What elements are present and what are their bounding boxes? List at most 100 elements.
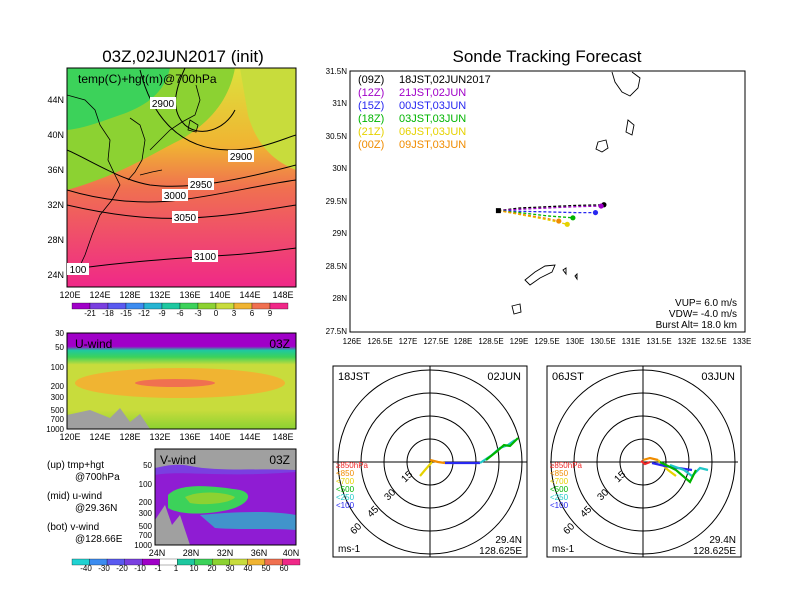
lon-label: 127.5E <box>423 337 448 346</box>
contour-label: 2950 <box>190 180 213 191</box>
legend-time: 00JST,03JUN <box>399 100 466 112</box>
hodo-left-date: 02JUN <box>487 371 521 383</box>
lon-label: 130.5E <box>590 337 615 346</box>
colorbar-tick: -30 <box>98 564 110 573</box>
lon-label: 131E <box>622 337 641 346</box>
lon-label: 144E <box>239 432 260 442</box>
pressure-label: 700 <box>139 531 153 540</box>
pressure-label: 200 <box>139 498 153 507</box>
vwind-panel: V-wind 03Z 50 100 200 300 500 700 1000 2… <box>134 448 299 558</box>
uwind-terrain <box>67 408 150 429</box>
lat-label: 29.5N <box>326 197 348 206</box>
lat-label: 24N <box>47 270 64 280</box>
uwind-time: 03Z <box>269 337 290 351</box>
tracking-frame <box>349 70 746 333</box>
pressure-label: 30 <box>55 329 64 338</box>
lon-label: 140E <box>209 432 230 442</box>
colorbar-tick: -18 <box>102 309 114 318</box>
track-endpoint <box>570 215 576 221</box>
lat-label: 36N <box>47 165 64 175</box>
colorbar-tick: 40 <box>244 564 253 573</box>
hodo-left-levels: ≥850hPa <850 <700 <500 <250 <100 <box>336 461 369 510</box>
vwind-terrain <box>155 505 190 545</box>
legend-time: 03JST,03JUN <box>399 113 466 125</box>
lat-label: 31N <box>332 99 347 108</box>
lon-label: 136E <box>179 432 200 442</box>
lon-label: 129E <box>510 337 529 346</box>
lon-label: 132E <box>678 337 697 346</box>
lon-label: 133E <box>733 337 752 346</box>
wind-colorbar <box>71 558 301 566</box>
coastlines <box>67 84 201 271</box>
lon-label: 120E <box>59 290 80 300</box>
track-endpoint <box>564 221 570 227</box>
hodo-left-unit: ms-1 <box>338 544 361 555</box>
panel-notes: (up) tmp+hgt @700hPa (mid) u-wind @29.36… <box>47 460 123 545</box>
colorbar-tick: 9 <box>268 309 273 318</box>
note-line: (bot) v-wind <box>47 522 99 533</box>
note-line: @700hPa <box>75 472 120 483</box>
colorbar-tick: 50 <box>262 564 271 573</box>
tracking-map: 31.5N 31N 30.5N 30N 29.5N 29N 28.5N 28N … <box>326 67 752 346</box>
lat-label: 30.5N <box>326 132 348 141</box>
vwind-grey-top <box>155 449 296 470</box>
hodo-right-lon: 128.625E <box>693 546 736 557</box>
hodograph-left: 18JST 02JUN 15 30 45 60 ≥850hPa <850 <70… <box>332 365 528 558</box>
lat-label: 28.5N <box>326 262 348 271</box>
contour-label: 3000 <box>164 191 187 202</box>
lon-label: 124E <box>89 290 110 300</box>
track-endpoint <box>556 218 562 224</box>
track-line <box>498 204 604 212</box>
hodo-right-time: 06JST <box>552 371 584 383</box>
legend-time: 21JST,02JUN <box>399 87 466 99</box>
colorbar-tick: 20 <box>208 564 217 573</box>
legend-code: (00Z) <box>358 139 384 151</box>
colorbar-tick: 6 <box>250 309 255 318</box>
legend-code: (12Z) <box>358 87 384 99</box>
contour-label: 100 <box>70 265 87 276</box>
hodo-right-date: 03JUN <box>701 371 735 383</box>
temperature-colorbar-ticks: -21 -18 -15 -12 -9 -6 -3 0 3 6 9 <box>84 309 273 318</box>
level-label: <250 <box>550 493 569 502</box>
pressure-label: 1000 <box>46 425 64 434</box>
hodo-left-time: 18JST <box>338 371 370 383</box>
pressure-label: 100 <box>51 363 65 372</box>
lat-label: 28N <box>183 548 200 558</box>
warm-east-region <box>240 68 296 170</box>
tracking-islands <box>511 71 641 315</box>
lat-label: 32N <box>217 548 234 558</box>
lat-label: 40N <box>47 130 64 140</box>
hodo-right-unit: ms-1 <box>552 544 575 555</box>
colorbar-tick: -1 <box>154 564 162 573</box>
lon-label: 148E <box>272 290 293 300</box>
colorbar-tick: -21 <box>84 309 96 318</box>
uwind-title: U-wind <box>75 337 112 351</box>
lon-label: 131.5E <box>646 337 671 346</box>
lon-label: 148E <box>272 432 293 442</box>
height-contours <box>67 68 296 271</box>
hodo-right-lat: 29.4N <box>709 535 736 546</box>
hodo-right-trace <box>640 456 709 484</box>
note-line: (mid) u-wind <box>47 491 102 502</box>
map-lon-labels: 120E 124E 128E 132E 136E 140E 144E 148E <box>59 290 293 300</box>
vwind-time: 03Z <box>269 453 290 467</box>
contour-label: 3050 <box>174 213 197 224</box>
lat-label: 24N <box>149 548 166 558</box>
pressure-label: 300 <box>51 393 65 402</box>
pressure-label: 700 <box>51 415 65 424</box>
lat-label: 27.5N <box>326 327 348 336</box>
uwind-x-labels: 120E 124E 128E 132E 136E 140E 144E 148E <box>59 432 293 442</box>
wind-colorbar-ticks: -40 -30 -20 -10 -1 1 10 20 30 40 50 60 <box>80 564 289 573</box>
lon-label: 128E <box>454 337 473 346</box>
lon-label: 128E <box>119 432 140 442</box>
pressure-label: 50 <box>143 461 152 470</box>
colorbar-tick: -10 <box>134 564 146 573</box>
lat-label: 28N <box>332 294 347 303</box>
level-label: <700 <box>336 477 355 486</box>
colorbar-tick: -15 <box>120 309 132 318</box>
lon-label: 126E <box>343 337 362 346</box>
tracking-lon-labels: 126E 126.5E 127E 127.5E 128E 128.5E 129E… <box>343 337 752 346</box>
colorbar-tick: 0 <box>214 309 219 318</box>
legend-code: (18Z) <box>358 113 384 125</box>
